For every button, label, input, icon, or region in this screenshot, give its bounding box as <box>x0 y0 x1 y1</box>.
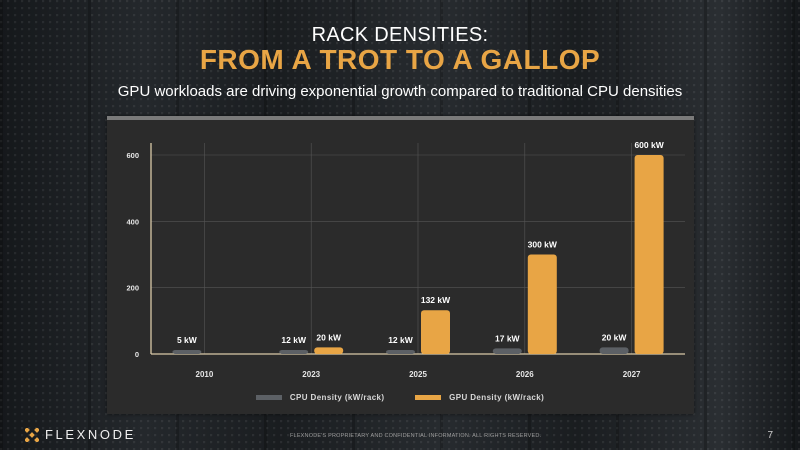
slide-subtitle: GPU workloads are driving exponential gr… <box>117 83 683 100</box>
x-tick-label: 2025 <box>409 370 427 379</box>
cpu-bar <box>386 350 415 354</box>
legend-item-cpu: CPU Density (kW/rack) <box>255 393 385 402</box>
gpu-data-label: 132 kW <box>421 295 451 305</box>
gpu-data-label: 20 kW <box>316 332 342 342</box>
legend-label-gpu: GPU Density (kW/rack) <box>449 393 545 402</box>
gpu-bar <box>314 347 344 354</box>
gpu-data-label: 300 kW <box>528 240 558 250</box>
legend-swatch-cpu <box>255 395 282 400</box>
legend-item-gpu: GPU Density (kW/rack) <box>415 393 544 402</box>
slide-title-line1: RACK DENSITIES: <box>311 24 489 46</box>
y-tick-label: 400 <box>126 217 139 226</box>
chart-panel-top-bar <box>107 116 694 120</box>
gpu-data-label: 600 kW <box>634 140 664 150</box>
cpu-data-label: 12 kW <box>388 335 414 345</box>
cpu-bar <box>172 350 202 354</box>
brand-name: FLEXNODE <box>45 427 136 442</box>
x-tick-label: 2010 <box>196 370 214 379</box>
chart-legend: CPU Density (kW/rack) GPU Density (kW/ra… <box>0 393 800 402</box>
gpu-bar <box>421 310 450 354</box>
x-tick-label: 2023 <box>302 370 320 379</box>
flexnode-logo: FLEXNODE <box>25 427 136 442</box>
gpu-bar <box>527 254 557 354</box>
y-tick-label: 200 <box>126 284 139 293</box>
x-tick-label: 2026 <box>516 370 534 379</box>
cpu-bar <box>492 348 522 354</box>
gpu-bar <box>634 155 664 354</box>
slide-title-line2: FROM A TROT TO A GALLOP <box>199 44 601 75</box>
flexnode-x-icon <box>25 427 39 442</box>
legend-label-cpu: CPU Density (kW/rack) <box>289 393 385 402</box>
y-tick-label: 600 <box>126 151 139 160</box>
cpu-data-label: 17 kW <box>495 333 521 343</box>
cpu-bar <box>599 347 629 354</box>
cpu-data-label: 12 kW <box>281 335 307 345</box>
chart-panel <box>107 116 694 414</box>
cpu-data-label: 5 kW <box>177 335 198 345</box>
cpu-bar <box>279 350 309 354</box>
page-number: 7 <box>767 430 773 441</box>
legal-notice: FLEXNODE'S PROPRIETARY AND CONFIDENTIAL … <box>290 433 542 439</box>
y-tick-label: 0 <box>135 350 139 359</box>
cpu-data-label: 20 kW <box>602 332 628 342</box>
legend-swatch-gpu <box>415 395 442 400</box>
x-tick-label: 2027 <box>623 370 641 379</box>
